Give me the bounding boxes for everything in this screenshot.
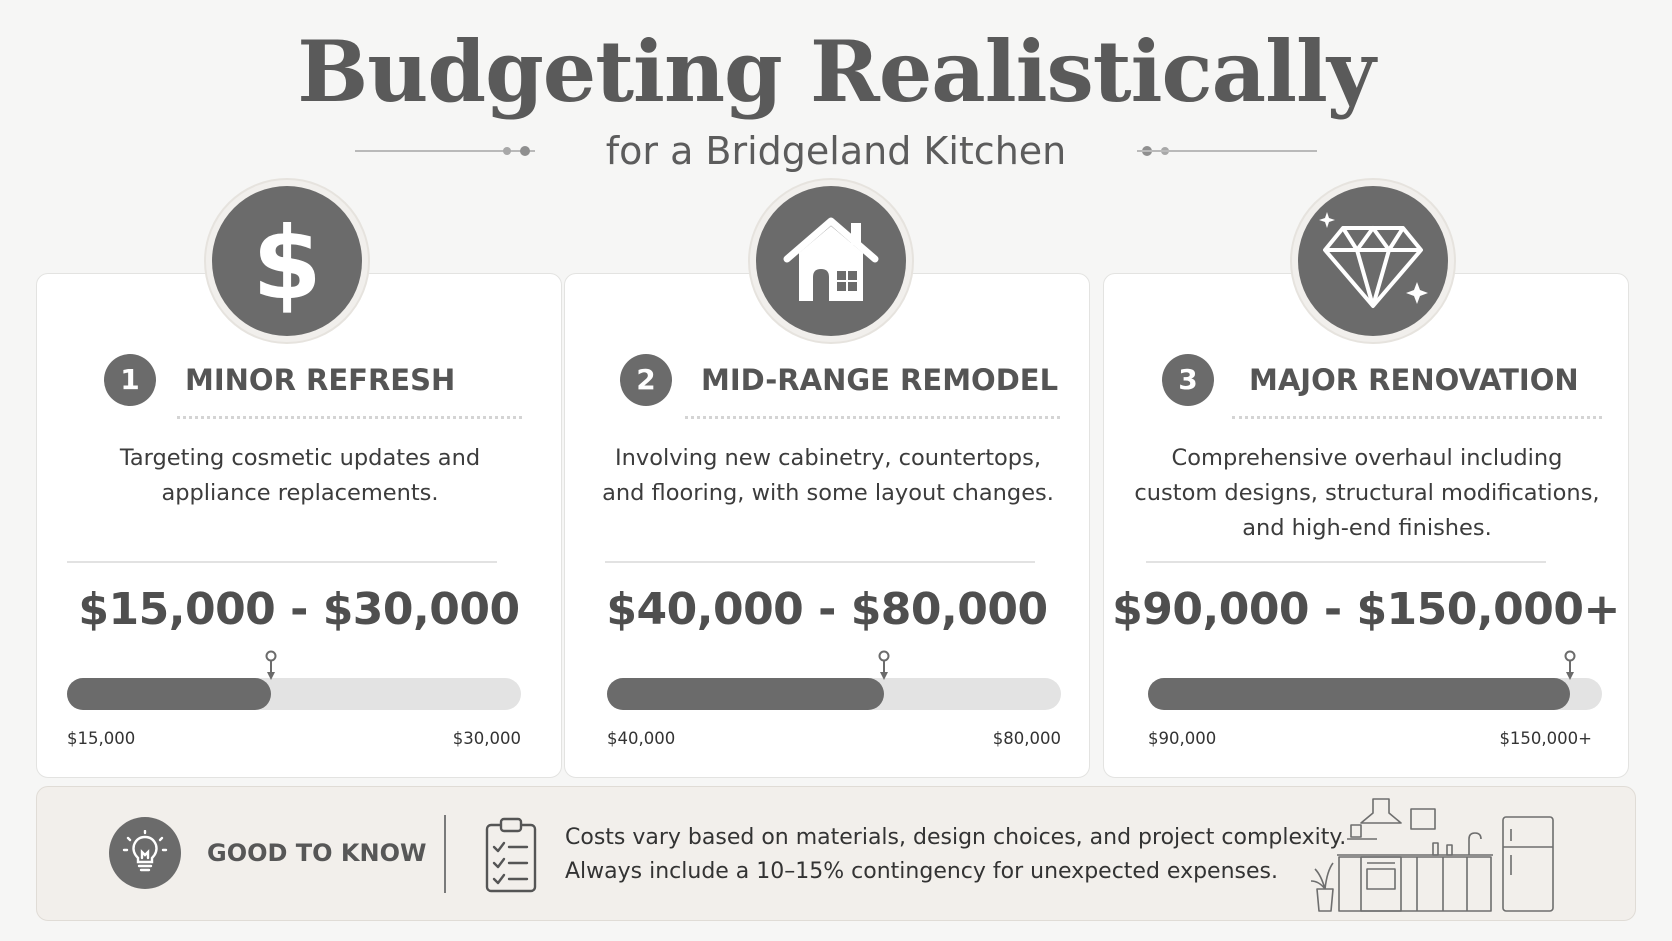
ornament-dot xyxy=(503,147,511,155)
lightbulb-badge xyxy=(109,817,181,889)
marker-pin-icon xyxy=(1564,650,1576,680)
tier-header: 2 MID-RANGE REMODEL xyxy=(565,354,1089,406)
tier-description: Involving new cabinetry, countertops, an… xyxy=(602,445,1054,506)
price-range-bar xyxy=(607,650,1061,710)
subtitle-line-left xyxy=(355,150,535,152)
tier-icon-circle xyxy=(1290,178,1456,344)
tier-number-badge: 3 xyxy=(1162,354,1214,406)
page-subtitle: for a Bridgeland Kitchen xyxy=(605,129,1067,173)
tier-price: $90,000 - $150,000+ xyxy=(1112,584,1620,635)
dotted-divider xyxy=(685,416,1060,419)
tier-number-badge: 1 xyxy=(104,354,156,406)
svg-text:$: $ xyxy=(252,206,322,316)
tier-header: 1 MINOR REFRESH xyxy=(37,354,561,406)
tier-icon-circle xyxy=(748,178,914,344)
price-range-fill xyxy=(1148,678,1571,710)
kitchen-illustration xyxy=(1310,798,1554,912)
range-min-label: $15,000 xyxy=(67,729,136,748)
range-max-label: $30,000 xyxy=(452,729,521,748)
tier-price: $40,000 - $80,000 xyxy=(606,584,1048,635)
tier-price: $15,000 - $30,000 xyxy=(78,584,520,635)
vertical-divider xyxy=(444,815,446,893)
range-max-label: $80,000 xyxy=(992,729,1061,748)
tier-card-minor: 1 MINOR REFRESH Targeting cosmetic updat… xyxy=(36,273,562,778)
checklist-icon xyxy=(485,817,537,893)
divider xyxy=(605,561,1035,563)
divider xyxy=(67,561,497,563)
marker-pin-icon xyxy=(265,650,277,680)
price-range-bar xyxy=(67,650,521,710)
lightbulb-icon xyxy=(122,830,168,872)
good-to-know-label: GOOD TO KNOW xyxy=(207,839,427,867)
tier-heading: MID-RANGE REMODEL xyxy=(701,363,1059,397)
tier-heading: MINOR REFRESH xyxy=(185,363,456,397)
note-line-1: Costs vary based on materials, design ch… xyxy=(565,825,1347,850)
tier-card-major: 3 MAJOR RENOVATION Comprehensive overhau… xyxy=(1103,273,1629,778)
marker-pin-icon xyxy=(878,650,890,680)
subtitle-row: for a Bridgeland Kitchen xyxy=(355,128,1317,174)
price-range-bar xyxy=(1148,650,1602,710)
range-min-label: $90,000 xyxy=(1148,729,1217,748)
tier-icon-circle: $ xyxy=(204,178,370,344)
ornament-dot xyxy=(520,146,530,156)
subtitle-line-right xyxy=(1137,150,1317,152)
tier-card-midrange: 2 MID-RANGE REMODEL Involving new cabine… xyxy=(564,273,1090,778)
divider xyxy=(1146,561,1546,563)
range-max-label: $150,000+ xyxy=(1499,729,1592,748)
page-title: Budgeting Realistically xyxy=(297,22,1375,121)
tier-description: Targeting cosmetic updates and appliance… xyxy=(119,445,481,506)
tier-description: Comprehensive overhaul including custom … xyxy=(1134,445,1600,541)
note-line-2: Always include a 10–15% contingency for … xyxy=(565,859,1278,884)
dollar-icon: $ xyxy=(252,206,322,316)
price-range-fill xyxy=(67,678,272,710)
good-to-know-text: Costs vary based on materials, design ch… xyxy=(565,821,1346,889)
range-min-label: $40,000 xyxy=(607,729,676,748)
tier-heading: MAJOR RENOVATION xyxy=(1249,363,1579,397)
dotted-divider xyxy=(1232,416,1602,419)
tier-header: 3 MAJOR RENOVATION xyxy=(1104,354,1628,406)
price-range-fill xyxy=(607,678,884,710)
dotted-divider xyxy=(177,416,522,419)
diamond-icon xyxy=(1319,212,1428,308)
tier-number-badge: 2 xyxy=(620,354,672,406)
house-icon xyxy=(783,217,879,301)
good-to-know-panel: GOOD TO KNOW Costs vary based on materia… xyxy=(36,786,1636,921)
